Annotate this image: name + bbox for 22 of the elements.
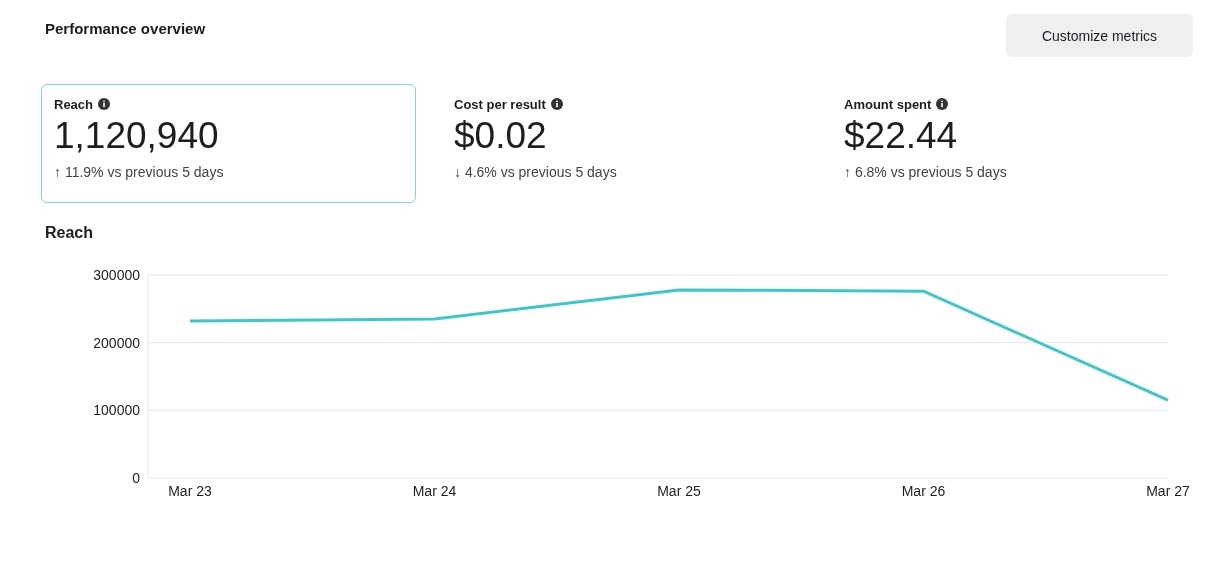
text: ↑ 11.9% vs previous 5 days <box>54 164 225 180</box>
text: Reach <box>54 97 95 112</box>
x-tick-label: Mar 24 <box>412 482 457 499</box>
text: ↓ 4.6% vs previous 5 days <box>454 164 618 180</box>
y-tick-label: 300000 <box>93 266 141 283</box>
text: Customize metrics <box>1006 14 1193 57</box>
x-tick-label: Mar 25 <box>657 482 701 499</box>
y-tick-label: 100000 <box>93 402 141 419</box>
line-series <box>188 288 1170 402</box>
text: Cost per result <box>454 97 547 112</box>
text: $22.44 <box>844 114 959 158</box>
y-tick-label: 200000 <box>93 334 141 351</box>
x-tick-label: Mar 23 <box>168 482 212 499</box>
chart-title: Reach <box>45 224 94 242</box>
text: $0.02 <box>454 114 548 158</box>
text: Amount spent <box>844 97 933 112</box>
text: 1,120,940 <box>54 114 220 158</box>
text: Performance overview <box>45 20 206 37</box>
x-tick-label: Mar 26 <box>901 482 946 499</box>
x-tick-label: Mar 27 <box>1146 482 1190 499</box>
text: ↑ 6.8% vs previous 5 days <box>844 164 1008 180</box>
y-tick-label: 0 <box>132 469 141 486</box>
